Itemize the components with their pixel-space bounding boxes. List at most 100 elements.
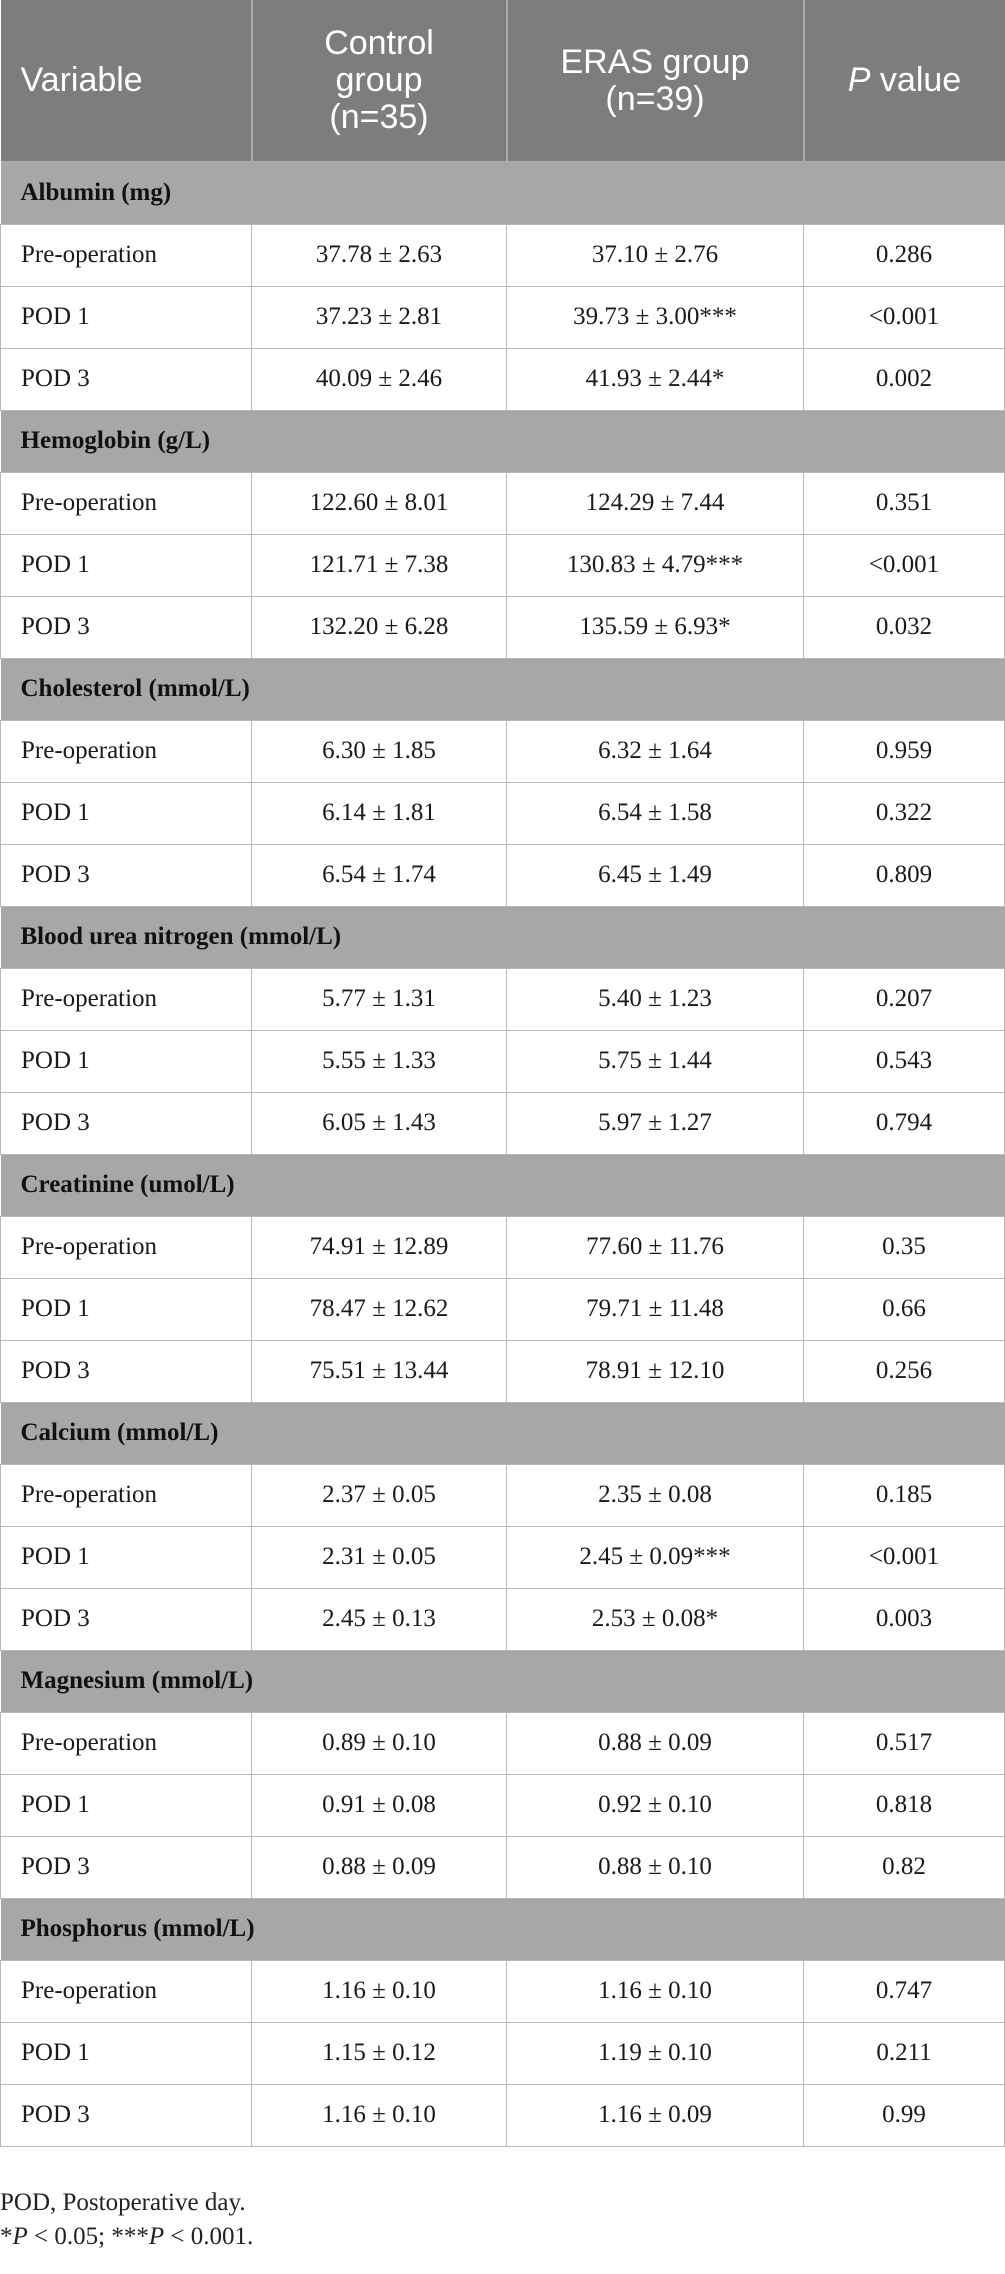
cell-control-value: 0.91 ± 0.08 [251, 1773, 507, 1837]
section-header-row: Calcium (mmol/L) [0, 1402, 1005, 1464]
cell-p-value: 0.322 [803, 781, 1005, 845]
table-header-row: Variable Control group (n=35) ERAS group… [0, 0, 1005, 163]
cell-p-value: 0.286 [803, 223, 1005, 287]
cell-eras-value: 37.10 ± 2.76 [506, 223, 804, 287]
cell-eras-value: 2.45 ± 0.09*** [506, 1525, 804, 1589]
table-row: POD 1 1.15 ± 0.12 1.19 ± 0.10 0.211 [0, 2021, 1005, 2085]
section-title: Magnesium (mmol/L) [0, 1650, 1005, 1712]
row-label: POD 1 [0, 285, 252, 349]
table-row: Pre-operation 122.60 ± 8.01 124.29 ± 7.44 0… [0, 471, 1005, 535]
table-row: Pre-operation 5.77 ± 1.31 5.40 ± 1.23 0.207 [0, 967, 1005, 1031]
section-header-row: Cholesterol (mmol/L) [0, 658, 1005, 720]
cell-p-value: 0.66 [803, 1277, 1005, 1341]
cell-eras-value: 1.16 ± 0.10 [506, 1959, 804, 2023]
cell-control-value: 37.78 ± 2.63 [251, 223, 507, 287]
table-row: POD 1 0.91 ± 0.08 0.92 ± 0.10 0.818 [0, 1773, 1005, 1837]
cell-p-value: 0.794 [803, 1091, 1005, 1155]
cell-p-value: 0.99 [803, 2083, 1005, 2147]
cell-p-value: 0.185 [803, 1463, 1005, 1527]
section-header-row: Magnesium (mmol/L) [0, 1650, 1005, 1712]
cell-control-value: 121.71 ± 7.38 [251, 533, 507, 597]
header-p-rest: value [870, 61, 962, 99]
results-table: Variable Control group (n=35) ERAS group… [0, 0, 1005, 2147]
row-label: POD 1 [0, 781, 252, 845]
cell-eras-value: 135.59 ± 6.93* [506, 595, 804, 659]
cell-control-value: 6.30 ± 1.85 [251, 719, 507, 783]
cell-control-value: 37.23 ± 2.81 [251, 285, 507, 349]
footnote-p2: P [148, 2223, 165, 2250]
section-title: Calcium (mmol/L) [0, 1402, 1005, 1464]
row-label: Pre-operation [0, 223, 252, 287]
cell-eras-value: 0.88 ± 0.10 [506, 1835, 804, 1899]
footnote-text2: < 0.001. [164, 2223, 254, 2250]
header-control-line1: Control [324, 24, 434, 62]
table-row: POD 1 6.14 ± 1.81 6.54 ± 1.58 0.322 [0, 781, 1005, 845]
row-label: Pre-operation [0, 1215, 252, 1279]
row-label: POD 1 [0, 1525, 252, 1589]
section-title: Creatinine (umol/L) [0, 1154, 1005, 1216]
cell-control-value: 5.55 ± 1.33 [251, 1029, 507, 1093]
header-variable: Variable [0, 0, 253, 163]
row-label: POD 3 [0, 595, 252, 659]
table-row: POD 3 40.09 ± 2.46 41.93 ± 2.44* 0.002 [0, 347, 1005, 411]
cell-control-value: 0.88 ± 0.09 [251, 1835, 507, 1899]
row-label: POD 1 [0, 2021, 252, 2085]
cell-p-value: <0.001 [803, 285, 1005, 349]
cell-control-value: 2.37 ± 0.05 [251, 1463, 507, 1527]
section-header-row: Phosphorus (mmol/L) [0, 1898, 1005, 1960]
row-label: POD 3 [0, 2083, 252, 2147]
cell-p-value: 0.747 [803, 1959, 1005, 2023]
cell-control-value: 1.15 ± 0.12 [251, 2021, 507, 2085]
row-label: POD 1 [0, 1277, 252, 1341]
cell-p-value: 0.351 [803, 471, 1005, 535]
cell-eras-value: 2.53 ± 0.08* [506, 1587, 804, 1651]
footnote-significance: *P < 0.05; ***P < 0.001. [0, 2220, 253, 2254]
row-label: POD 1 [0, 1029, 252, 1093]
table-row: POD 3 6.05 ± 1.43 5.97 ± 1.27 0.794 [0, 1091, 1005, 1155]
cell-eras-value: 78.91 ± 12.10 [506, 1339, 804, 1403]
cell-control-value: 1.16 ± 0.10 [251, 1959, 507, 2023]
header-control-line3: (n=35) [329, 98, 429, 136]
cell-p-value: 0.256 [803, 1339, 1005, 1403]
cell-control-value: 75.51 ± 13.44 [251, 1339, 507, 1403]
row-label: POD 1 [0, 533, 252, 597]
cell-p-value: 0.959 [803, 719, 1005, 783]
table-row: POD 1 2.31 ± 0.05 2.45 ± 0.09*** <0.001 [0, 1525, 1005, 1589]
row-label: POD 3 [0, 1091, 252, 1155]
cell-p-value: 0.82 [803, 1835, 1005, 1899]
cell-control-value: 78.47 ± 12.62 [251, 1277, 507, 1341]
cell-p-value: 0.032 [803, 595, 1005, 659]
cell-eras-value: 130.83 ± 4.79*** [506, 533, 804, 597]
header-eras-line2: (n=39) [605, 79, 705, 118]
table-row: POD 1 37.23 ± 2.81 39.73 ± 3.00*** <0.001 [0, 285, 1005, 349]
cell-p-value: <0.001 [803, 533, 1005, 597]
header-p-italic: P [847, 61, 871, 99]
section-header-row: Creatinine (umol/L) [0, 1154, 1005, 1216]
section-header-row: Blood urea nitrogen (mmol/L) [0, 906, 1005, 968]
cell-eras-value: 1.16 ± 0.09 [506, 2083, 804, 2147]
cell-eras-value: 41.93 ± 2.44* [506, 347, 804, 411]
cell-control-value: 6.54 ± 1.74 [251, 843, 507, 907]
table-footnotes: POD, Postoperative day. *P < 0.05; ***P … [0, 2186, 253, 2254]
table-row: Pre-operation 1.16 ± 0.10 1.16 ± 0.10 0.747 [0, 1959, 1005, 2023]
footnote-abbreviation: POD, Postoperative day. [0, 2189, 246, 2216]
cell-eras-value: 77.60 ± 11.76 [506, 1215, 804, 1279]
cell-p-value: 0.003 [803, 1587, 1005, 1651]
cell-eras-value: 5.75 ± 1.44 [506, 1029, 804, 1093]
section-title: Hemoglobin (g/L) [0, 410, 1005, 472]
cell-p-value: 0.517 [803, 1711, 1005, 1775]
cell-eras-value: 1.19 ± 0.10 [506, 2021, 804, 2085]
table-row: POD 1 78.47 ± 12.62 79.71 ± 11.48 0.66 [0, 1277, 1005, 1341]
row-label: Pre-operation [0, 1959, 252, 2023]
cell-p-value: <0.001 [803, 1525, 1005, 1589]
cell-control-value: 2.31 ± 0.05 [251, 1525, 507, 1589]
header-control-line2: group [335, 61, 423, 99]
table-row: POD 3 132.20 ± 6.28 135.59 ± 6.93* 0.032 [0, 595, 1005, 659]
header-eras-line1: ERAS group [560, 42, 750, 81]
row-label: POD 3 [0, 1339, 252, 1403]
cell-p-value: 0.809 [803, 843, 1005, 907]
cell-eras-value: 2.35 ± 0.08 [506, 1463, 804, 1527]
table-row: Pre-operation 6.30 ± 1.85 6.32 ± 1.64 0.959 [0, 719, 1005, 783]
row-label: Pre-operation [0, 967, 252, 1031]
table-row: POD 3 6.54 ± 1.74 6.45 ± 1.49 0.809 [0, 843, 1005, 907]
